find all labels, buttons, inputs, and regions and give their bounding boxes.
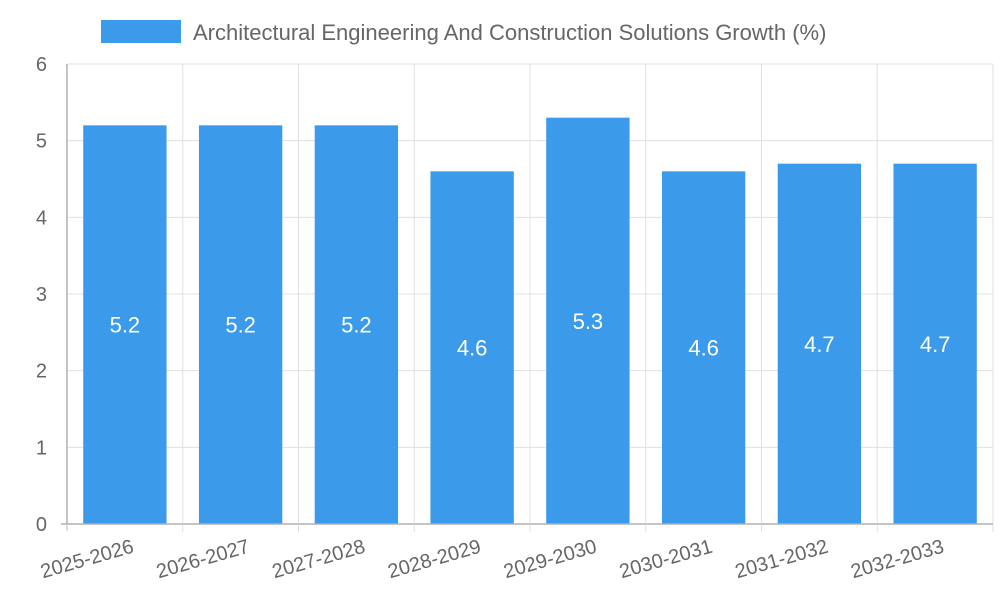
y-tick-label-4: 4 <box>36 207 47 229</box>
bar-2032-2033[interactable] <box>893 163 977 524</box>
x-tick-label-2032-2033: 2032-2033 <box>848 536 946 584</box>
x-tick-label-2026-2027: 2026-2027 <box>154 536 252 584</box>
bar-2025-2026[interactable] <box>83 125 167 524</box>
bar-2026-2027[interactable] <box>198 125 283 524</box>
y-axis-ticks: 0 1 2 3 4 5 6 <box>36 54 47 536</box>
data-label-2029-2030: 5.3 <box>573 309 604 334</box>
bars <box>83 117 977 525</box>
bar-2029-2030[interactable] <box>546 117 630 525</box>
y-tick-label-2: 2 <box>36 361 47 383</box>
y-tick-label-6: 6 <box>36 54 47 76</box>
data-label-2026-2027: 5.2 <box>225 313 256 338</box>
bar-2027-2028[interactable] <box>314 125 399 524</box>
x-tick-label-2027-2028: 2027-2028 <box>270 536 368 584</box>
legend[interactable]: Architectural Engineering And Constructi… <box>101 20 826 45</box>
data-label-2031-2032: 4.7 <box>804 332 835 357</box>
x-axis-ticks: 2025-2026 2026-2027 2027-2028 2028-2029 2029… <box>38 536 946 584</box>
data-label-2028-2029: 4.6 <box>457 336 488 361</box>
y-tick-label-1: 1 <box>36 437 47 459</box>
bar-2031-2032[interactable] <box>777 163 862 524</box>
data-label-2027-2028: 5.2 <box>341 313 372 338</box>
x-tick-label-2028-2029: 2028-2029 <box>385 536 483 584</box>
x-tick-label-2030-2031: 2030-2031 <box>617 536 715 584</box>
y-tick-label-0: 0 <box>36 514 47 536</box>
x-tick-label-2029-2030: 2029-2030 <box>501 536 599 584</box>
y-tick-label-5: 5 <box>36 131 47 153</box>
legend-label: Architectural Engineering And Constructi… <box>193 20 826 45</box>
x-tick-label-2031-2032: 2031-2032 <box>733 536 831 584</box>
x-tick-label-2025-2026: 2025-2026 <box>38 536 136 584</box>
legend-swatch <box>101 20 181 43</box>
bar-2030-2031[interactable] <box>661 171 746 525</box>
data-label-2032-2033: 4.7 <box>920 332 951 357</box>
bar-2028-2029[interactable] <box>430 171 514 525</box>
axes <box>61 64 994 532</box>
data-labels: 5.2 5.2 5.2 4.6 5.3 4.6 4.7 4.7 <box>110 309 951 361</box>
data-label-2030-2031: 4.6 <box>688 336 719 361</box>
y-tick-label-3: 3 <box>36 284 47 306</box>
data-label-2025-2026: 5.2 <box>110 313 141 338</box>
